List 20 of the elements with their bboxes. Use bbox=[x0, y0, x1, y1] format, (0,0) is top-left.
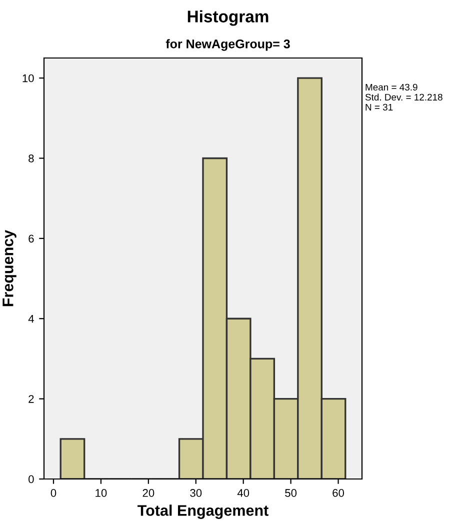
text: Std. Dev. = 12.218 bbox=[365, 94, 442, 101]
text: N = 31 bbox=[366, 104, 393, 111]
y-axis-title: Frequency bbox=[2, 230, 16, 306]
chart-title: Histogram bbox=[188, 10, 268, 26]
x-tick-label: 50 bbox=[285, 489, 297, 497]
x-axis-title: Total Engagement bbox=[138, 504, 268, 519]
x-tick-label: 60 bbox=[332, 489, 344, 497]
x-tick-label: 10 bbox=[96, 489, 107, 497]
y-tick-label: 0 bbox=[28, 475, 34, 484]
x-tick-label: 0 bbox=[50, 489, 56, 497]
x-tick-label: 30 bbox=[190, 489, 202, 497]
y-tick-label: 6 bbox=[28, 234, 34, 243]
x-tick-label: 20 bbox=[142, 489, 154, 497]
y-tick-label: 4 bbox=[28, 315, 34, 323]
y-tick-label: 2 bbox=[28, 395, 34, 403]
text: Mean = 43.9 bbox=[366, 84, 418, 91]
y-tick-label: 10 bbox=[22, 74, 34, 82]
x-tick-label: 40 bbox=[237, 489, 250, 497]
chart-subtitle: for NewAgeGroup= 3 bbox=[166, 39, 290, 51]
y-tick-label: 8 bbox=[28, 154, 34, 162]
